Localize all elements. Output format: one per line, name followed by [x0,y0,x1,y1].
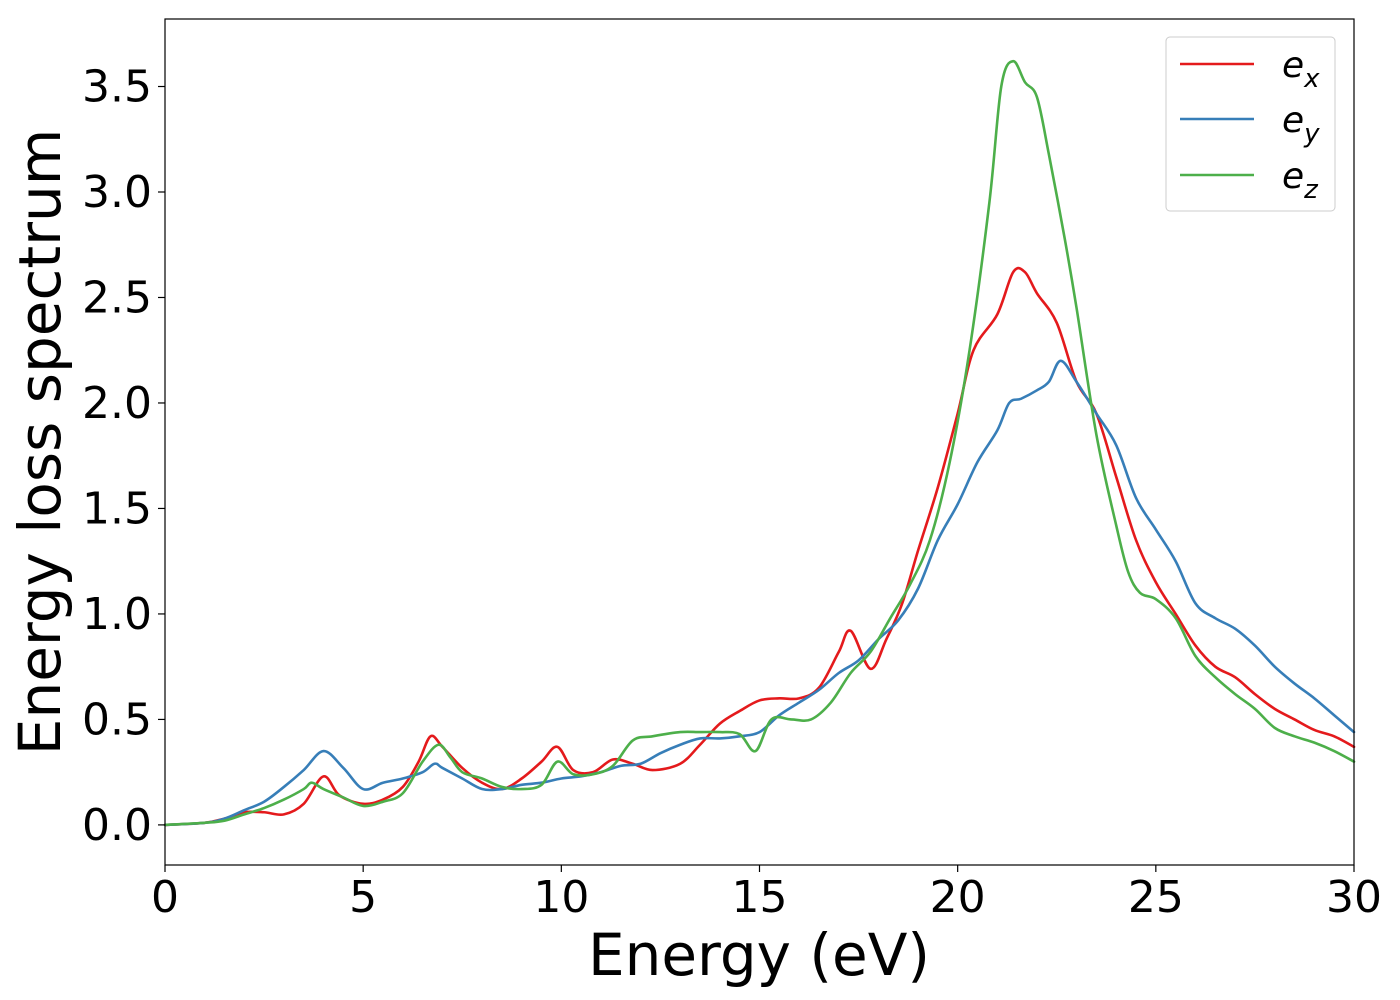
legend-label-x: ex [1282,45,1320,94]
x-tick-label: 30 [1326,872,1382,923]
x-axis: 0 5 10 15 20 25 30 [151,865,1382,923]
y-tick-label: 3.0 [82,167,152,218]
y-tick-label: 2.0 [82,378,152,429]
y-tick-label: 1.0 [82,589,152,640]
y-axis-label: Energy loss spectrum [6,129,74,755]
x-tick-label: 25 [1128,872,1184,923]
x-tick-label: 0 [151,872,179,923]
series-layer [163,59,1356,827]
x-tick-label: 15 [732,872,788,923]
legend-box [1165,36,1336,212]
legend-label-z: ez [1282,156,1319,205]
y-tick-label: 3.5 [82,62,152,113]
legend: ex ey ez [1165,36,1336,212]
series-line-z [163,59,1356,827]
y-tick-label: 1.5 [82,483,152,534]
y-axis: 0.0 0.5 1.0 1.5 2.0 2.5 3.0 3.5 [82,62,165,851]
y-tick-label: 2.5 [82,272,152,323]
series-line-y [163,359,1356,827]
series-line-x [163,266,1356,827]
y-tick-label: 0.5 [82,694,152,745]
x-tick-label: 20 [930,872,986,923]
x-tick-label: 5 [349,872,377,923]
x-axis-label: Energy (eV) [588,921,930,989]
x-tick-label: 10 [533,872,589,923]
legend-label-y: ey [1282,100,1320,149]
y-tick-label: 0.0 [82,800,152,851]
